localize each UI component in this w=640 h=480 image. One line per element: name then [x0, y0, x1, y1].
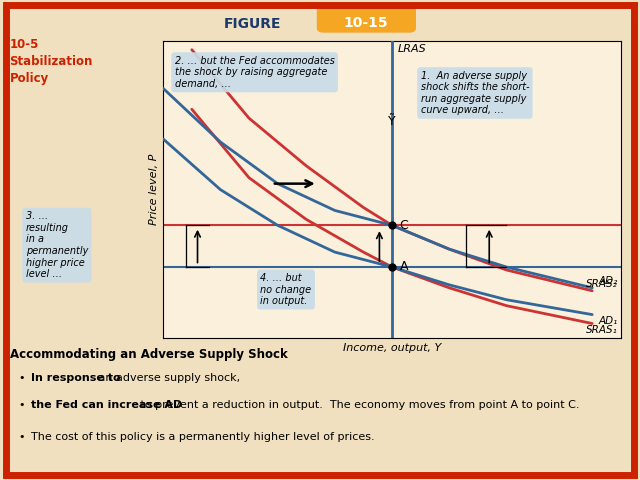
X-axis label: Income, output, Y: Income, output, Y	[343, 343, 441, 353]
Text: The cost of this policy is a permanently higher level of prices.: The cost of this policy is a permanently…	[31, 432, 374, 442]
Text: to prevent a reduction in output.  The economy moves from point A to point C.: to prevent a reduction in output. The ec…	[137, 399, 579, 409]
Text: AD₁: AD₁	[598, 316, 618, 326]
Text: Accommodating an Adverse Supply Shock: Accommodating an Adverse Supply Shock	[10, 348, 287, 361]
Text: 3. …
resulting
in a
permanently
higher price
level …: 3. … resulting in a permanently higher p…	[26, 211, 88, 279]
Text: 10-5
Stabilization
Policy: 10-5 Stabilization Policy	[10, 38, 93, 85]
Text: C: C	[399, 219, 408, 232]
Text: AD₂: AD₂	[598, 276, 618, 286]
Text: 2. … but the Fed accommodates
the shock by raising aggregate
demand, …: 2. … but the Fed accommodates the shock …	[175, 56, 335, 89]
Text: In response to: In response to	[31, 373, 120, 383]
Text: Ỹ: Ỹ	[388, 115, 396, 128]
Text: 4. … but
no change
in output.: 4. … but no change in output.	[260, 273, 312, 306]
Text: 1.  An adverse supply
shock shifts the short-
run aggregate supply
curve upward,: 1. An adverse supply shock shifts the sh…	[420, 71, 529, 115]
Text: 10-15: 10-15	[344, 16, 388, 30]
Text: •: •	[18, 373, 24, 383]
Text: an adverse supply shock,: an adverse supply shock,	[95, 373, 241, 383]
Y-axis label: Price level, P: Price level, P	[149, 154, 159, 225]
Text: LRAS: LRAS	[397, 44, 426, 54]
Text: A: A	[399, 261, 408, 274]
Text: •: •	[18, 432, 24, 442]
Text: •: •	[18, 399, 24, 409]
Text: SRAS₂: SRAS₂	[586, 279, 618, 289]
Text: SRAS₁: SRAS₁	[586, 325, 618, 335]
Text: the Fed can increase AD: the Fed can increase AD	[31, 399, 182, 409]
Text: FIGURE: FIGURE	[224, 17, 282, 31]
